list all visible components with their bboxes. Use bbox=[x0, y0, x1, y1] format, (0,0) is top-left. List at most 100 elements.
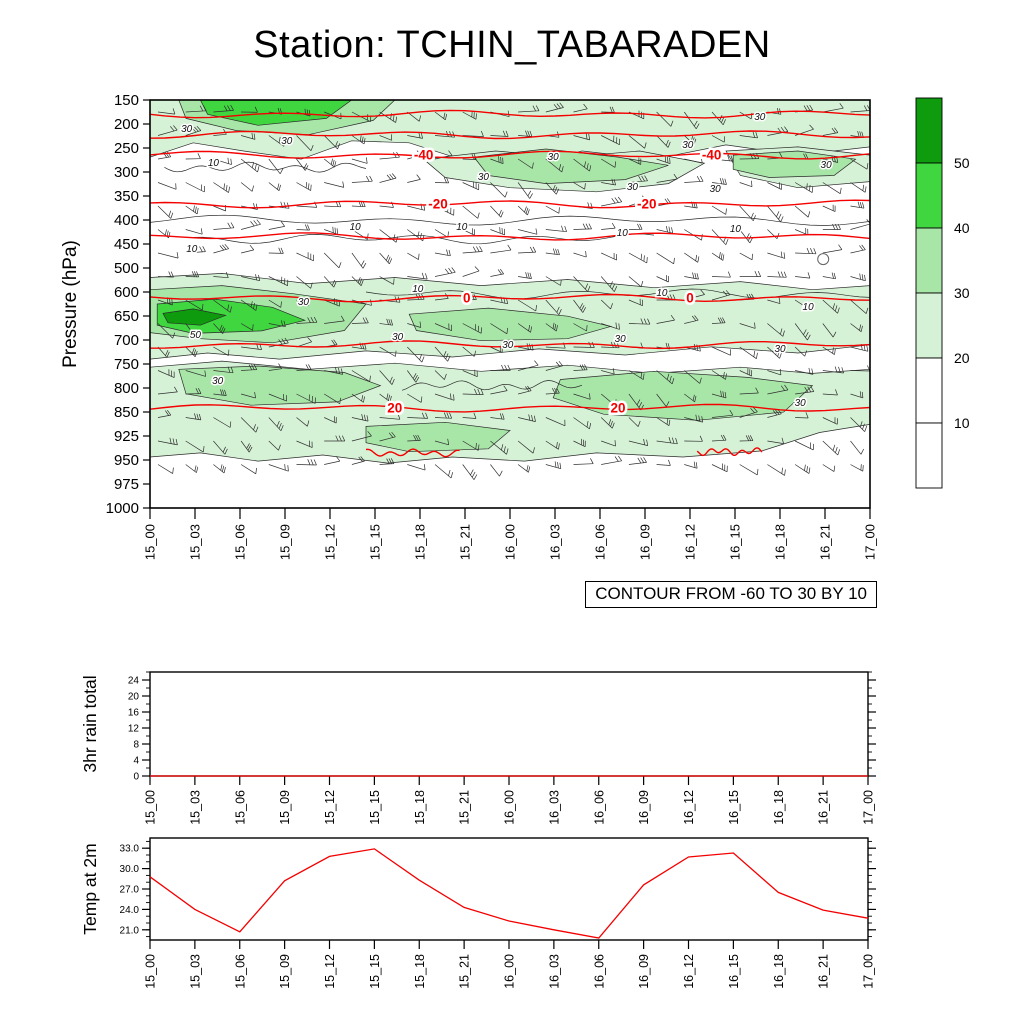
wind-barb bbox=[711, 317, 726, 324]
barb-flag bbox=[283, 140, 286, 147]
wind-barb bbox=[794, 182, 814, 193]
barb-flag bbox=[585, 133, 588, 140]
wind-barb bbox=[628, 393, 645, 411]
wind-barb bbox=[600, 417, 615, 429]
barb-staff bbox=[351, 435, 372, 442]
barb-staff bbox=[324, 182, 344, 188]
temp-contour-line bbox=[365, 448, 460, 458]
barb-flag bbox=[857, 131, 860, 137]
barb-flag bbox=[199, 246, 203, 252]
barb-flag bbox=[220, 326, 224, 333]
barb-staff bbox=[684, 180, 704, 183]
barb-flag bbox=[745, 435, 750, 441]
barb-staff bbox=[794, 346, 806, 357]
barb-staff bbox=[850, 276, 866, 282]
wind-barb bbox=[573, 158, 592, 172]
barb-staff bbox=[157, 252, 179, 259]
barb-staff bbox=[241, 223, 261, 230]
wind-barb bbox=[268, 247, 284, 254]
barb-flag bbox=[535, 228, 538, 235]
barb-flag bbox=[470, 469, 474, 476]
wind-barb bbox=[601, 322, 620, 330]
wind-barb bbox=[490, 244, 512, 254]
wind-barb bbox=[850, 417, 868, 432]
barb-staff bbox=[850, 299, 867, 314]
barb-flag bbox=[673, 173, 678, 180]
wind-barb bbox=[213, 464, 226, 474]
colorbar-box bbox=[915, 227, 943, 294]
time-tick-label: 15_15 bbox=[368, 790, 382, 825]
temp-contour-line bbox=[150, 130, 870, 140]
barb-flag bbox=[859, 245, 864, 251]
wind-barb bbox=[462, 181, 480, 191]
wind-barb bbox=[794, 227, 809, 236]
barb-flag bbox=[170, 271, 174, 278]
humidity-contour-label: 30 bbox=[281, 136, 293, 147]
wind-barb bbox=[268, 135, 286, 147]
barb-flag bbox=[168, 210, 172, 217]
barb-flag bbox=[588, 133, 591, 140]
barb-staff bbox=[850, 158, 868, 170]
wind-barb bbox=[379, 393, 392, 403]
barb-flag bbox=[862, 423, 865, 430]
barb-flag bbox=[865, 307, 869, 314]
barb-flag bbox=[307, 459, 311, 465]
temp-contour-line bbox=[150, 340, 870, 350]
barb-staff bbox=[462, 135, 484, 137]
time-tick-label: 15_09 bbox=[278, 790, 292, 825]
time-tick-label: 16_12 bbox=[682, 954, 696, 989]
wind-barb bbox=[573, 364, 588, 371]
wind-barb bbox=[213, 222, 235, 230]
wind-barb bbox=[462, 388, 484, 395]
barb-flag bbox=[529, 193, 533, 199]
barb-flag bbox=[643, 457, 647, 463]
barb-flag bbox=[747, 435, 752, 441]
wind-barb bbox=[268, 221, 285, 230]
humidity-shading bbox=[150, 100, 870, 464]
barb-flag bbox=[671, 227, 674, 234]
wind-barb bbox=[684, 315, 699, 324]
barb-staff bbox=[157, 205, 172, 219]
barb-flag bbox=[781, 437, 784, 444]
barb-flag bbox=[228, 186, 230, 193]
wind-barb bbox=[518, 385, 532, 395]
wind-barb bbox=[628, 417, 641, 427]
barb-flag bbox=[193, 271, 197, 278]
barb-staff bbox=[268, 464, 289, 472]
wind-barb bbox=[296, 276, 313, 289]
barb-flag bbox=[310, 459, 314, 466]
time-tick-label: 17_00 bbox=[862, 790, 876, 825]
wind-barb bbox=[601, 455, 622, 465]
wind-barb bbox=[434, 229, 449, 238]
barb-staff bbox=[545, 205, 560, 214]
wind-barb bbox=[213, 389, 227, 396]
barb-flag bbox=[419, 353, 423, 360]
time-tick-label: 17_00 bbox=[862, 954, 876, 989]
wind-barb bbox=[240, 299, 258, 311]
barb-flag bbox=[527, 385, 532, 391]
barb-flag bbox=[863, 105, 868, 111]
barb-flag bbox=[252, 324, 254, 331]
wind-barb bbox=[379, 134, 393, 141]
barb-staff bbox=[822, 107, 844, 113]
barb-flag bbox=[419, 321, 422, 328]
wind-barb bbox=[213, 243, 229, 254]
wind-barb bbox=[157, 182, 177, 190]
time-tick-label: 15_00 bbox=[144, 954, 158, 989]
wind-barb bbox=[157, 125, 178, 136]
barb-flag bbox=[668, 419, 671, 426]
barb-flag bbox=[525, 386, 530, 392]
barb-flag bbox=[258, 274, 261, 281]
barb-flag bbox=[808, 367, 811, 374]
barb-flag bbox=[361, 136, 364, 143]
barb-flag bbox=[369, 175, 373, 182]
barb-flag bbox=[332, 159, 335, 166]
wind-barb bbox=[545, 299, 562, 315]
wind-barb bbox=[462, 346, 477, 357]
wind-barb bbox=[462, 464, 478, 480]
wind-barb bbox=[711, 205, 727, 215]
barb-flag bbox=[222, 446, 226, 453]
barb-flag bbox=[805, 332, 809, 338]
wind-barb bbox=[684, 435, 703, 442]
barb-flag bbox=[725, 373, 727, 380]
